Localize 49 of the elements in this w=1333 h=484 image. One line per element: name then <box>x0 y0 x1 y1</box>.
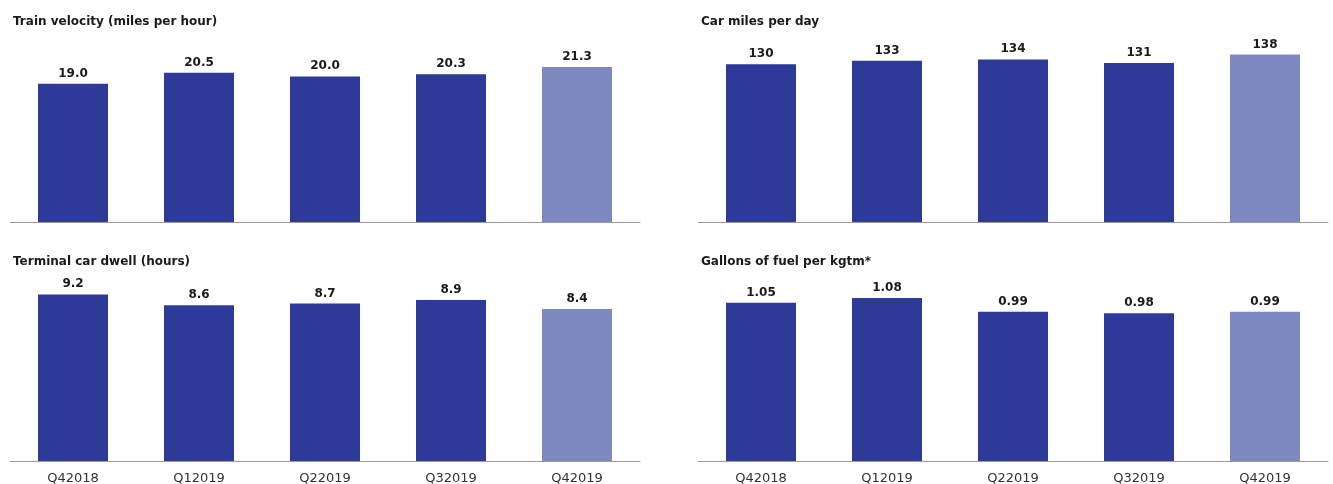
data-label: 133 <box>874 42 900 57</box>
bar <box>542 66 612 222</box>
bar <box>1104 313 1174 461</box>
chart-title: Gallons of fuel per kgtm* <box>701 254 872 268</box>
data-label: 19.0 <box>58 65 88 80</box>
x-tick-label: Q22019 <box>299 470 351 484</box>
data-label: 0.98 <box>1124 295 1154 310</box>
bar <box>416 299 486 461</box>
bar <box>416 74 486 222</box>
x-tick-label: Q42019 <box>551 470 603 484</box>
bar <box>38 83 108 222</box>
bar <box>290 76 360 222</box>
data-label: 1.05 <box>746 284 776 299</box>
x-tick-label: Q22019 <box>987 470 1039 484</box>
x-tick-label: Q42019 <box>1239 470 1291 484</box>
data-label: 9.2 <box>62 276 84 291</box>
data-label: 134 <box>1000 41 1026 56</box>
data-label: 138 <box>1252 36 1278 51</box>
data-label: 1.08 <box>872 280 902 295</box>
x-tick-label: Q42018 <box>47 470 99 484</box>
data-label: 8.7 <box>314 285 336 300</box>
data-label: 20.3 <box>436 56 466 71</box>
data-label: 131 <box>1126 45 1152 60</box>
data-label: 0.99 <box>1250 293 1280 308</box>
data-label: 21.3 <box>562 48 592 63</box>
data-label: 20.5 <box>184 54 214 69</box>
x-tick-label: Q12019 <box>861 470 913 484</box>
data-label: 0.99 <box>998 293 1028 308</box>
chart-title: Car miles per day <box>701 14 820 28</box>
bar <box>164 72 234 222</box>
data-label: 8.4 <box>566 290 588 305</box>
x-tick-label: Q42018 <box>735 470 787 484</box>
data-label: 8.6 <box>188 287 210 302</box>
x-tick-label: Q32019 <box>425 470 477 484</box>
bar <box>542 308 612 461</box>
bar <box>164 305 234 461</box>
data-label: 130 <box>748 46 774 61</box>
bar <box>978 311 1048 461</box>
chart-title: Terminal car dwell (hours) <box>13 254 191 268</box>
data-label: 20.0 <box>310 58 340 73</box>
data-label: 8.9 <box>440 281 462 296</box>
x-tick-label: Q32019 <box>1113 470 1165 484</box>
chart-title: Train velocity (miles per hour) <box>13 14 218 28</box>
bar <box>852 298 922 461</box>
x-tick-label: Q12019 <box>173 470 225 484</box>
bar <box>726 302 796 461</box>
bar <box>290 303 360 461</box>
bar <box>38 294 108 461</box>
bar <box>1230 311 1300 461</box>
